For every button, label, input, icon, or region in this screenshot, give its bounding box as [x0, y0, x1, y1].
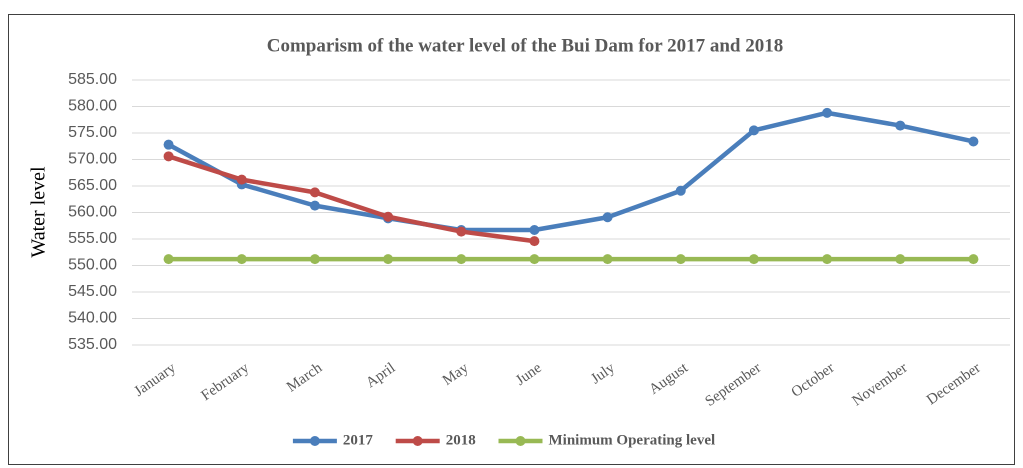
y-tick-label: 585.00	[68, 71, 117, 88]
data-point	[822, 254, 833, 265]
data-point	[163, 151, 174, 162]
data-point	[383, 254, 394, 265]
data-point	[895, 254, 906, 265]
data-point	[895, 120, 906, 131]
data-point	[236, 254, 247, 265]
data-point	[456, 226, 467, 237]
data-point	[309, 254, 320, 265]
y-tick-label: 580.00	[68, 98, 117, 115]
data-point	[309, 200, 320, 211]
data-point	[748, 125, 759, 136]
legend-marker	[515, 436, 526, 446]
data-point	[529, 236, 540, 247]
data-point	[968, 136, 979, 147]
series-line	[167, 154, 535, 244]
y-tick-label: 575.00	[68, 124, 117, 141]
series-line	[167, 110, 974, 233]
legend-label: Minimum Operating level	[549, 432, 716, 448]
y-tick-label: 540.00	[68, 310, 117, 327]
legend-marker	[412, 436, 423, 446]
y-tick-label: 555.00	[68, 230, 117, 247]
y-tick-label: 550.00	[68, 257, 117, 274]
data-point	[602, 212, 613, 223]
data-point	[602, 254, 613, 265]
y-tick-label: 570.00	[68, 151, 117, 168]
y-tick-label: 545.00	[68, 283, 117, 300]
data-point	[163, 139, 174, 150]
data-point	[675, 185, 686, 196]
y-tick-label: 565.00	[68, 177, 117, 194]
data-point	[675, 254, 686, 265]
data-point	[748, 254, 759, 265]
legend-label: 2018	[446, 432, 476, 448]
data-point	[163, 254, 174, 265]
data-point	[822, 107, 833, 118]
y-tick-label: 560.00	[68, 204, 117, 221]
data-point	[383, 211, 394, 222]
data-point	[529, 224, 540, 235]
y-axis-label: Water level	[28, 166, 50, 258]
legend-label: 2017	[343, 432, 374, 448]
data-point	[309, 187, 320, 198]
data-point	[968, 254, 979, 265]
data-point	[236, 174, 247, 185]
legend-marker	[309, 436, 320, 446]
chart-title: Comparism of the water level of the Bui …	[267, 35, 783, 56]
data-point	[456, 254, 467, 265]
data-point	[529, 254, 540, 265]
y-tick-label: 535.00	[68, 336, 117, 353]
